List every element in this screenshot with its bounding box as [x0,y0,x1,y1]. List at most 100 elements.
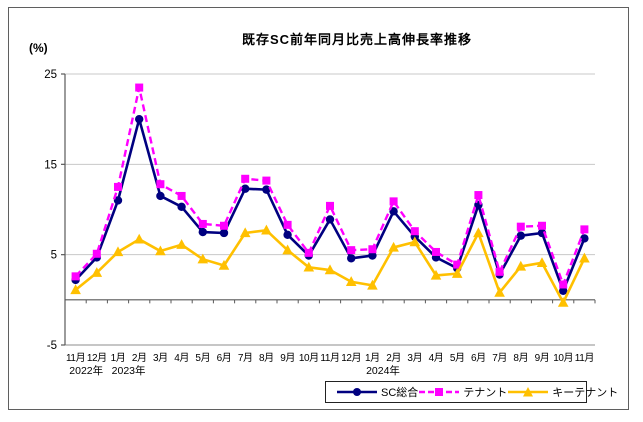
legend-swatch-graphic [419,388,460,396]
marker-key-tenant [112,246,124,257]
x-month-label: 3月 [153,352,168,364]
marker-key-tenant [579,252,590,263]
marker-key-tenant [536,257,548,267]
marker-key-tenant [91,267,103,277]
marker-tenant [304,248,313,257]
marker-key-tenant [409,236,421,247]
x-month-label: 6月 [217,352,232,364]
marker-tenant [114,182,122,191]
marker-sc-total [559,286,568,295]
marker-tenant [495,267,504,276]
marker-tenant [326,201,334,210]
x-month-label: 11月 [575,352,594,364]
marker-key-tenant [473,227,484,238]
x-month-label: 6月 [471,352,486,364]
marker-sc-total [580,234,589,243]
x-month-label: 2月 [132,352,147,364]
marker-key-tenant [430,269,442,280]
marker-tenant [580,225,589,234]
marker-sc-total [347,254,356,263]
y-axis-unit-label: (%) [29,41,48,55]
marker-key-tenant [261,224,272,235]
marker-sc-total [283,230,292,239]
marker-sc-total [241,184,250,193]
x-year-label: 2023年 [112,364,146,377]
marker-sc-total [516,231,525,240]
marker-key-tenant [239,227,251,238]
legend-swatch-sc-total-icon [336,386,378,398]
y-tick-label: 25 [44,69,57,81]
x-month-label: 8月 [513,352,528,364]
marker-sc-total [198,227,207,237]
marker-tenant [220,221,228,230]
x-month-label: 1月 [111,352,126,364]
x-month-label: 5月 [450,352,465,364]
marker-tenant [538,221,546,230]
legend-item-tenant: テナント [418,384,507,400]
legend-swatch-graphic [508,387,549,397]
marker-key-tenant [282,244,293,255]
x-month-label: 9月 [535,352,550,364]
marker-tenant [368,245,377,254]
marker-key-tenant [451,268,463,278]
x-month-label: 3月 [407,352,422,364]
marker-key-tenant [133,233,145,244]
x-month-label: 12月 [341,352,361,364]
x-month-label: 4月 [174,352,189,364]
x-month-label: 5月 [195,352,210,364]
marker-key-tenant [557,296,569,307]
marker-tenant [262,176,271,185]
x-month-label: 4月 [429,352,444,364]
marker-key-tenant [197,253,209,264]
marker-tenant [198,219,207,228]
legend: SC総合 テナント キーテナント [325,381,618,403]
x-month-label: 10月 [553,352,573,364]
legend-label-tenant: テナント [463,387,508,399]
marker-tenant [389,197,398,206]
marker-tenant [559,280,568,289]
x-year-label: 2022年 [69,364,103,377]
chart-title: 既存SC前年同月比売上高伸長率推移 [241,32,473,47]
marker-key-tenant [345,276,357,286]
marker-key-tenant [367,279,378,290]
marker-tenant [283,220,292,229]
marker-tenant [177,191,186,200]
marker-tenant [135,83,144,92]
marker-tenant [71,272,80,281]
marker-tenant [241,174,250,183]
marker-sc-total [389,207,398,216]
legend-swatch-key-tenant-icon [507,386,549,398]
legend-item-key-tenant: キーテナント [507,384,618,400]
marker-sc-total [177,202,186,211]
marker-sc-total [368,251,377,260]
marker-key-tenant [176,239,187,249]
marker-tenant [92,249,101,258]
legend-item-sc-total: SC総合 [336,384,418,400]
x-month-label: 1月 [365,352,380,364]
y-tick-label: -5 [47,340,57,352]
marker-key-tenant [303,261,315,272]
marker-sc-total [113,196,123,205]
x-year-label: 2024年 [366,364,400,377]
marker-key-tenant [324,264,336,275]
x-month-label: 7月 [238,352,253,364]
x-month-label: 12月 [87,352,107,364]
marker-key-tenant [218,259,230,270]
legend-swatch-graphic [337,388,377,396]
marker-tenant [432,247,440,256]
marker-sc-total [156,191,165,201]
marker-key-tenant [70,284,81,295]
marker-tenant [156,180,165,189]
x-month-label: 10月 [299,352,319,364]
y-tick-label: 5 [51,250,57,262]
legend-swatch-tenant-icon [418,386,460,398]
x-month-label: 7月 [492,352,507,364]
x-month-label: 9月 [280,352,295,364]
x-month-label: 11月 [320,352,339,364]
x-month-label: 2月 [386,352,401,364]
marker-tenant [453,260,462,269]
marker-tenant [410,227,419,236]
marker-tenant [347,246,356,255]
